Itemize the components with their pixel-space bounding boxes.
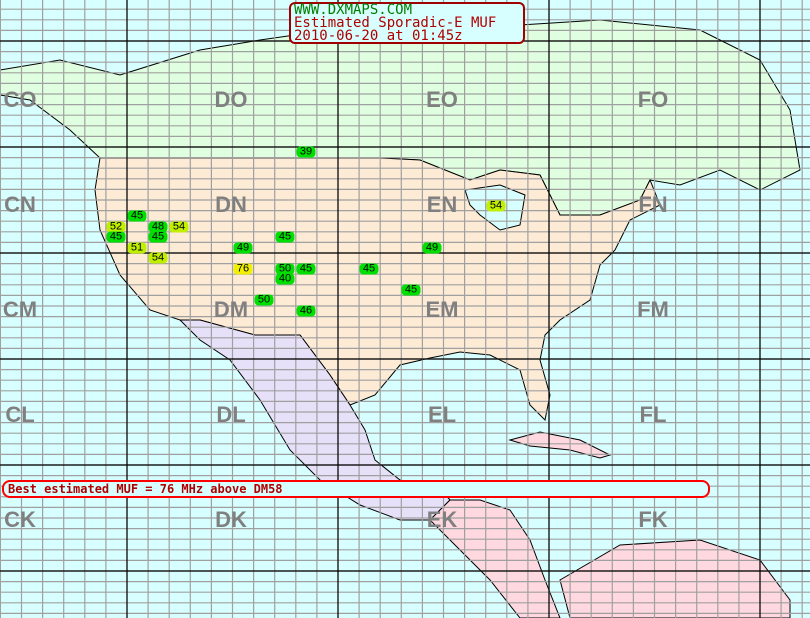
grid-field-do: DO xyxy=(214,87,248,112)
grid-field-fl: FL xyxy=(639,402,667,427)
grid-field-ck: CK xyxy=(4,507,36,532)
muf-report-badge[interactable]: 46 xyxy=(296,305,316,317)
muf-report-badge[interactable]: 45 xyxy=(275,231,295,243)
grid-field-co: CO xyxy=(3,87,37,112)
grid-field-cm: CM xyxy=(2,297,38,322)
muf-report-badge[interactable]: 54 xyxy=(486,200,506,212)
grid-field-fo: FO xyxy=(637,87,669,112)
muf-report-badge[interactable]: 52 xyxy=(106,221,126,233)
map-title: Estimated Sporadic-E MUF xyxy=(294,15,497,31)
grid-field-fn: FN xyxy=(638,192,668,217)
muf-report-badge[interactable]: 49 xyxy=(422,242,442,254)
muf-report-badge[interactable]: 50 xyxy=(254,294,274,306)
muf-report-badge[interactable]: 39 xyxy=(296,146,316,158)
site-name[interactable]: WWW.DXMAPS.COM xyxy=(294,2,413,18)
grid-field-fk: FK xyxy=(638,507,668,532)
grid-field-dk: DK xyxy=(215,507,247,532)
muf-report-badge[interactable]: 45 xyxy=(401,284,421,296)
muf-report-badge[interactable]: 50 xyxy=(275,263,295,275)
map-timestamp: 2010-06-20 at 01:45z xyxy=(294,28,463,44)
muf-report-badge[interactable]: 45 xyxy=(106,231,126,243)
muf-report-badge[interactable]: 48 xyxy=(148,221,168,233)
grid-field-dn: DN xyxy=(215,192,247,217)
title-box: WWW.DXMAPS.COM Estimated Sporadic-E MUF … xyxy=(289,2,525,44)
grid-field-dm: DM xyxy=(213,297,249,322)
muf-report-badge[interactable]: 45 xyxy=(359,263,379,275)
grid-field-el: EL xyxy=(427,402,457,427)
best-muf-banner: Best estimated MUF = 76 MHz above DM58 xyxy=(2,480,710,498)
muf-report-badge[interactable]: 40 xyxy=(275,273,295,285)
muf-report-badge[interactable]: 76 xyxy=(233,263,253,275)
muf-report-badge[interactable]: 51 xyxy=(127,242,147,254)
muf-report-badge[interactable]: 49 xyxy=(233,242,253,254)
grid-field-dl: DL xyxy=(216,402,246,427)
grid-field-ek: EK xyxy=(426,507,458,532)
muf-report-badge[interactable]: 45 xyxy=(127,210,147,222)
grid-field-fm: FM xyxy=(637,297,669,322)
grid-field-cn: CN xyxy=(4,192,36,217)
grid-field-cl: CL xyxy=(5,402,35,427)
muf-report-badge[interactable]: 54 xyxy=(148,252,168,264)
muf-report-badge[interactable]: 45 xyxy=(148,231,168,243)
grid-field-em: EM xyxy=(425,297,459,322)
grid-field-en: EN xyxy=(426,192,458,217)
muf-report-badge[interactable]: 54 xyxy=(169,221,189,233)
grid-field-eo: EO xyxy=(426,87,458,112)
muf-report-badge[interactable]: 45 xyxy=(296,263,316,275)
